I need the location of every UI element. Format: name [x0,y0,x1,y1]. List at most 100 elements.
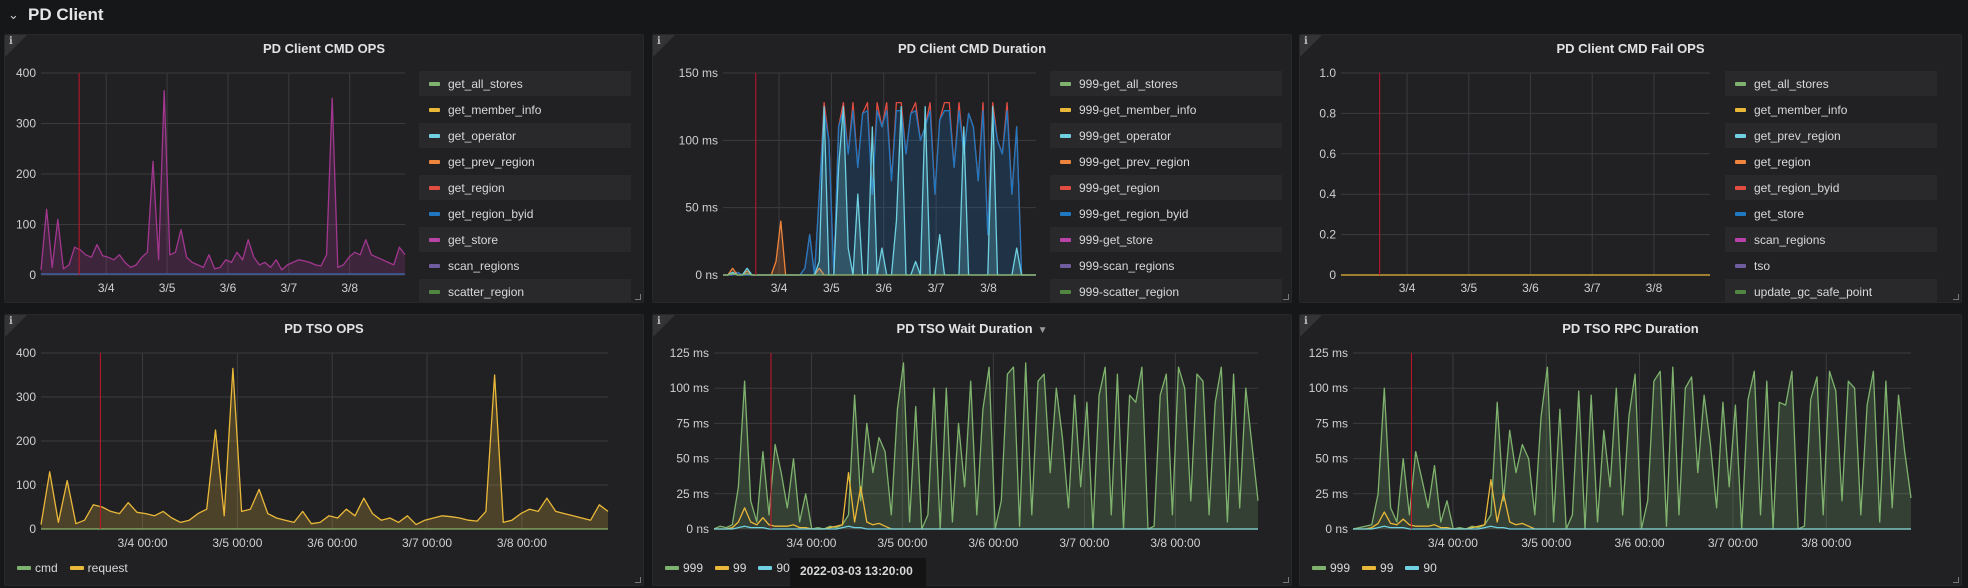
legend-item[interactable]: get_prev_region [419,149,631,174]
panel-resize-handle[interactable] [1953,577,1959,583]
legend: 999 99 90 [665,561,802,575]
legend-item[interactable]: get_region [419,175,631,200]
panel-title[interactable]: PD TSO RPC Duration [1300,321,1961,336]
legend-color-swatch [429,133,440,138]
legend-label: 999-scatter_region [1079,284,1180,299]
legend-item[interactable]: 90 [1405,561,1437,575]
panel-title-text: PD TSO OPS [284,321,364,336]
legend-item[interactable]: get_member_info [419,97,631,122]
graph-cmd-ops[interactable]: 0 100 200 300 400 3/4 3/5 3/6 3/7 3/8 [5,35,643,302]
panel-title[interactable]: PD Client CMD OPS [5,41,643,56]
graph-tso-wait-duration[interactable]: 0 ns 25 ms 50 ms 75 ms 100 ms 125 ms 3/4 00:00… [653,315,1291,585]
panel-info-corner[interactable] [1300,315,1322,337]
panel-title-text: PD TSO Wait Duration [896,321,1033,336]
x-tick-label: 3/5 [823,281,840,295]
legend-item[interactable]: 90 [758,561,790,575]
legend-item[interactable]: 999 [665,561,703,575]
legend-item[interactable]: 999-scan_regions [1050,253,1282,278]
x-tick-label: 3/4 00:00 [118,536,168,550]
panel-title[interactable]: PD Client CMD Fail OPS [1300,41,1961,56]
legend-item[interactable]: 999-get_region [1050,175,1282,200]
info-icon[interactable]: i [9,316,13,327]
graph-cmd-fail-ops[interactable]: 0 0.2 0.4 0.6 0.8 1.0 3/4 3/5 3/6 3/7 3/8 [1300,35,1961,302]
graph-cmd-duration[interactable]: 0 ns 50 ms 100 ms 150 ms 3/4 3/5 3/6 3/7 3/8 [653,35,1291,302]
legend-item[interactable]: 99 [1362,561,1393,575]
legend-item[interactable]: tso [1725,253,1937,278]
legend-item[interactable]: 999 [1312,561,1350,575]
graph-tso-rpc-duration[interactable]: 0 ns 25 ms 50 ms 75 ms 100 ms 125 ms 3/4 00:00… [1300,315,1961,585]
legend-label: 999-get_member_info [1079,102,1197,117]
legend-label: 999-get_store [1079,232,1154,247]
panel-info-corner[interactable] [653,35,675,57]
y-tick-label: 400 [16,346,36,360]
x-tick-label: 3/4 [98,281,115,295]
legend-item[interactable]: get_store [419,227,631,252]
legend-item[interactable]: 999-get_member_info [1050,97,1282,122]
series-line-999 [1352,366,1912,530]
legend-item[interactable]: 999-get_all_stores [1050,71,1282,96]
x-tick-label: 3/5 [1460,281,1477,295]
graph-tso-ops[interactable]: 0 100 200 300 400 3/4 00:00 3/5 00:00 3/6 00:00… [5,315,643,585]
legend-item[interactable]: get_store [1725,201,1937,226]
legend-color-swatch [1735,133,1746,138]
legend-item[interactable]: get_region_byid [1725,175,1937,200]
legend-item[interactable]: update_gc_safe_point [1725,279,1937,302]
panel-title[interactable]: PD TSO Wait Duration ▼ [653,321,1291,336]
legend-item[interactable]: 999-get_store [1050,227,1282,252]
x-tick-label: 3/7 00:00 [1059,536,1109,550]
tooltip-time: 2022-03-03 13:20:00 [800,564,913,578]
legend-item[interactable]: get_operator [419,123,631,148]
legend-color-swatch [1735,107,1746,112]
legend-item[interactable]: get_all_stores [419,71,631,96]
legend-item[interactable]: 999-get_prev_region [1050,149,1282,174]
x-tick-label: 3/7 00:00 [1708,536,1758,550]
legend-item[interactable]: get_all_stores [1725,71,1937,96]
panel-resize-handle[interactable] [635,577,641,583]
chevron-down-icon[interactable]: ⌄ [8,7,19,22]
series-line-request [40,367,609,526]
legend-item[interactable]: 999-get_operator [1050,123,1282,148]
legend-item[interactable]: cmd [17,561,58,575]
legend-label: scatter_region [448,284,525,299]
legend-item[interactable]: request [69,561,128,575]
legend-item[interactable]: scan_regions [419,253,631,278]
legend-item[interactable]: 99 [715,561,746,575]
panel-title[interactable]: PD TSO OPS [5,321,643,336]
panel-title[interactable]: PD Client CMD Duration [653,41,1291,56]
legend-color-swatch [1060,81,1071,86]
panel-info-corner[interactable] [653,315,675,337]
legend-label: get_member_info [1754,102,1848,117]
panel-info-corner[interactable] [5,35,27,57]
row-header-pd-client[interactable]: ⌄ PD Client [0,0,104,30]
legend-item[interactable]: get_prev_region [1725,123,1937,148]
x-tick-label: 3/6 [1522,281,1539,295]
info-icon[interactable]: i [1304,36,1308,47]
panel-resize-handle[interactable] [1283,577,1289,583]
legend-item[interactable]: 999-get_region_byid [1050,201,1282,226]
y-tick-label: 25 ms [1315,487,1348,501]
legend: 999 99 90 [1312,561,1449,575]
info-icon[interactable]: i [9,36,13,47]
panel-resize-handle[interactable] [1953,294,1959,300]
panel-info-corner[interactable] [1300,35,1322,57]
legend-item[interactable]: get_region_byid [419,201,631,226]
info-icon[interactable]: i [657,36,661,47]
legend-item[interactable]: 999-scatter_region [1050,279,1282,302]
panel-resize-handle[interactable] [635,294,641,300]
info-icon[interactable]: i [1304,316,1308,327]
legend-item[interactable]: get_member_info [1725,97,1937,122]
panel-info-corner[interactable] [5,315,27,337]
legend-color-swatch [1060,107,1071,112]
legend-color-swatch [1735,81,1746,86]
y-tick-label: 0 [29,522,36,536]
panel-menu-caret-icon[interactable]: ▼ [1037,325,1048,336]
legend-color-swatch [429,81,440,86]
info-icon[interactable]: i [657,316,661,327]
panel-cmd-ops: i PD Client CMD OPS 0 100 200 300 400 3/4 3/5 3/6… [4,34,644,303]
legend-item[interactable]: get_region [1725,149,1937,174]
panel-resize-handle[interactable] [1283,294,1289,300]
legend-color-swatch [758,566,773,570]
legend-item[interactable]: scan_regions [1725,227,1937,252]
y-tick-label: 200 [16,167,36,181]
legend-item[interactable]: scatter_region [419,279,631,302]
